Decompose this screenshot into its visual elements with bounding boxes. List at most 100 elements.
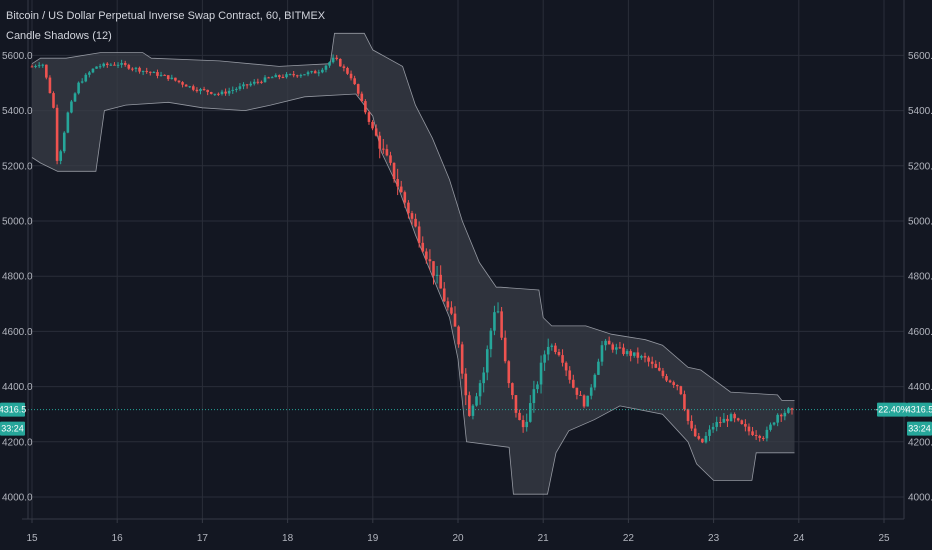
x-tick-label: 16 — [112, 533, 124, 544]
candle-body — [754, 435, 758, 437]
x-tick-label: 23 — [708, 533, 720, 544]
candle-body — [779, 414, 783, 417]
candle-body — [593, 374, 597, 388]
y-tick-label: 4200.0 — [908, 437, 932, 448]
candle-body — [55, 107, 59, 161]
candle-body — [518, 412, 521, 421]
candle-body — [762, 437, 765, 439]
candle-body — [328, 62, 331, 66]
candle-body — [568, 370, 572, 380]
candle-body — [607, 340, 611, 345]
candle-body — [342, 66, 346, 68]
candle-body — [407, 202, 410, 214]
candle-body — [604, 340, 607, 346]
last-price-label-right: 4316.5 — [906, 405, 932, 415]
x-tick-label: 20 — [452, 533, 464, 544]
candle-body — [52, 93, 55, 108]
candle-body — [116, 64, 120, 66]
candle-body — [285, 74, 288, 78]
countdown-label-left: 33:24 — [1, 424, 24, 434]
candle-body — [647, 357, 650, 362]
candle-body — [643, 355, 647, 358]
candle-body — [729, 414, 733, 422]
candle-body — [335, 57, 339, 59]
candle-body — [528, 403, 532, 422]
candle-body — [701, 438, 704, 443]
candle-body — [787, 408, 790, 413]
candle-body — [442, 288, 446, 302]
candle-body — [310, 71, 313, 73]
candle-body — [199, 89, 202, 92]
candle-body — [482, 372, 485, 384]
candle-body — [658, 367, 661, 371]
candle-body — [622, 347, 625, 355]
candle-body — [353, 78, 356, 85]
candle-body — [432, 261, 435, 276]
left-price-badge: 4316.5 33:24 — [0, 402, 26, 436]
candle-body — [715, 422, 719, 427]
candle-body — [249, 83, 252, 86]
candle-body — [299, 75, 303, 77]
candle-body — [428, 259, 432, 262]
candle-body — [313, 71, 317, 74]
chart-title: Bitcoin / US Dollar Perpetual Inverse Sw… — [6, 10, 326, 22]
candle-body — [733, 414, 736, 419]
y-tick-label: 4200.0 — [2, 437, 33, 448]
candle-body — [414, 218, 417, 227]
candle-body — [306, 72, 310, 75]
candle-body — [174, 77, 177, 81]
candle-body — [572, 379, 575, 388]
candle-body — [163, 74, 166, 76]
candle-body — [95, 66, 98, 69]
candle-body — [396, 179, 399, 187]
candle-body — [485, 349, 489, 373]
candle-body — [471, 405, 475, 416]
candle-body — [525, 421, 529, 428]
candle-body — [500, 311, 503, 338]
candle-body — [41, 64, 45, 66]
candle-body — [131, 68, 134, 70]
x-tick-label: 21 — [538, 533, 550, 544]
candle-body — [615, 347, 618, 350]
candle-body — [113, 64, 116, 66]
candle-body — [744, 424, 747, 427]
candle-body — [209, 92, 213, 94]
candle-body — [252, 81, 256, 84]
candle-body — [736, 418, 740, 421]
candle-body — [177, 80, 181, 83]
y-tick-label: 4000.0 — [908, 493, 932, 504]
candle-body — [188, 86, 192, 88]
candle-body — [120, 63, 123, 65]
candle-body — [213, 93, 217, 95]
indicator-label[interactable]: Candle Shadows (12) — [6, 30, 112, 42]
candle-body — [421, 242, 425, 252]
candle-body — [632, 352, 636, 356]
change-percent-label: -22.40% — [875, 405, 909, 415]
candle-body — [102, 63, 105, 67]
candle-body — [270, 77, 274, 79]
candle-body — [625, 351, 629, 355]
candle-body — [618, 347, 622, 349]
candle-body — [661, 370, 665, 377]
candle-body — [417, 226, 421, 243]
candle-body — [772, 422, 776, 425]
candle-body — [184, 84, 188, 87]
candle-body — [227, 90, 231, 94]
candle-body — [783, 412, 787, 417]
candle-body — [48, 77, 52, 94]
x-tick-label: 25 — [878, 533, 890, 544]
candle-body — [374, 128, 378, 136]
candle-body — [34, 65, 37, 67]
y-tick-label: 5600.0 — [908, 51, 932, 62]
candle-body — [349, 73, 353, 79]
y-tick-label: 4400.0 — [908, 382, 932, 393]
candle-body — [425, 251, 428, 260]
y-axis-left: 4000.0 4200.0 4400.0 4600.0 4800.0 5000.0 5200… — [2, 51, 33, 504]
candle-body — [321, 69, 324, 73]
candle-body — [722, 418, 726, 423]
candle-body — [672, 382, 675, 386]
candle-body — [88, 72, 91, 75]
candle-body — [378, 135, 382, 149]
candle-body — [73, 93, 77, 102]
